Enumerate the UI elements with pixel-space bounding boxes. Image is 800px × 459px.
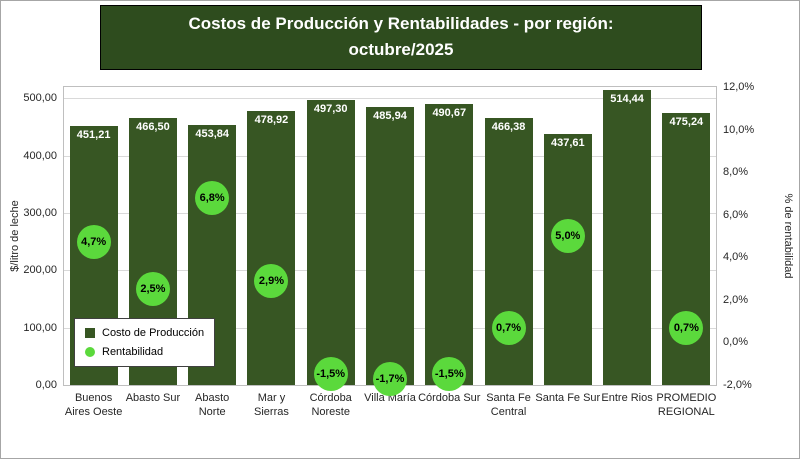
bar-value-label: 451,21 [76, 129, 111, 142]
left-axis-tick-label: 500,00 [23, 92, 57, 105]
category-label: PROMEDIO REGIONAL [656, 392, 717, 419]
left-axis-tick-label: 0,00 [35, 379, 57, 391]
rentabilidad-bubble: 2,5% [135, 272, 170, 307]
bar-value-label: 437,61 [550, 137, 585, 150]
rentabilidad-bubble: 2,9% [254, 263, 289, 298]
bar-value-label: 466,50 [136, 120, 170, 133]
cost-bar: 437,61 [543, 134, 592, 385]
category-label: Santa Fe Central [486, 392, 531, 419]
cost-bar: 497,30 [306, 100, 355, 385]
rentabilidad-bubble: -1,5% [432, 357, 467, 392]
cost-bar: 490,67 [425, 103, 474, 385]
legend-swatch-rentabilidad-icon [85, 347, 95, 357]
chart-title: Costos de Producción y Rentabilidades - … [100, 5, 702, 70]
gridline [64, 98, 716, 100]
legend-item-cost: Costo de Producción [85, 327, 204, 339]
legend-swatch-cost-icon [85, 328, 95, 338]
right-axis-tick-label: 4,0% [723, 251, 749, 264]
left-axis-title: $/litro de leche [9, 200, 21, 272]
bar-value-label: 490,67 [432, 106, 467, 119]
cost-bar: 478,92 [247, 110, 296, 385]
category-label: Buenos Aires Oeste [64, 392, 123, 419]
chart-title-line1: Costos de Producción y Rentabilidades - … [188, 14, 614, 33]
bar-value-label: 478,92 [254, 113, 289, 126]
bar-value-label: 497,30 [313, 103, 348, 115]
category-label: Entre Rios [601, 392, 653, 404]
rentabilidad-bubble: 6,8% [195, 180, 230, 215]
legend-label-rentabilidad: Rentabilidad [102, 346, 164, 358]
left-axis-tick-label: 100,00 [23, 321, 57, 334]
left-axis-tick-label: 400,00 [23, 149, 57, 162]
category-label: Abasto Sur [125, 392, 181, 404]
right-axis-tick-label: 10,0% [723, 123, 755, 136]
legend: Costo de Producción Rentabilidad [74, 318, 216, 367]
right-axis-tick-label: 6,0% [723, 208, 749, 221]
cost-bar: 485,94 [366, 106, 414, 385]
right-axis-tick-label: -2,0% [723, 379, 752, 391]
category-label: Abasto Norte [195, 392, 230, 419]
right-axis-tick-label: 0,0% [723, 336, 749, 349]
rentabilidad-bubble: 4,7% [76, 225, 111, 260]
category-label: Santa Fe Sur [535, 392, 601, 404]
legend-label-cost: Costo de Producción [102, 327, 205, 339]
rentabilidad-bubble: 0,7% [669, 310, 704, 345]
rentabilidad-bubble: 5,0% [550, 219, 585, 253]
left-axis-tick-label: 300,00 [23, 207, 57, 220]
cost-bar: 514,44 [603, 90, 652, 385]
cost-bar: 466,38 [484, 117, 533, 385]
category-label: Córdoba Sur [418, 392, 481, 404]
chart-title-line2: octubre/2025 [348, 39, 454, 59]
rentabilidad-bubble: 0,7% [491, 310, 526, 345]
category-label: Mar y Sierras [254, 392, 289, 419]
bar-value-label: 514,44 [610, 93, 644, 106]
right-axis-tick-label: 12,0% [723, 81, 755, 93]
category-label: Córdoba Noreste [309, 392, 352, 419]
bar-value-label: 453,84 [195, 127, 229, 140]
right-axis-tick-label: 2,0% [723, 293, 749, 306]
plot-area: Costo de Producción Rentabilidad 0,00 100… [23, 81, 754, 418]
legend-item-rentabilidad: Rentabilidad [85, 346, 204, 358]
left-axis-tick-label: 200,00 [23, 264, 57, 277]
rentabilidad-bubble: -1,5% [313, 357, 348, 392]
bar-value-label: 475,24 [669, 115, 704, 128]
right-axis-title: % de rentabilidad [782, 193, 794, 279]
rentabilidad-bubble: -1,7% [373, 361, 407, 396]
right-axis-tick-label: 8,0% [723, 166, 749, 179]
bar-value-label: 466,38 [491, 120, 526, 133]
bar-value-label: 485,94 [373, 109, 407, 122]
